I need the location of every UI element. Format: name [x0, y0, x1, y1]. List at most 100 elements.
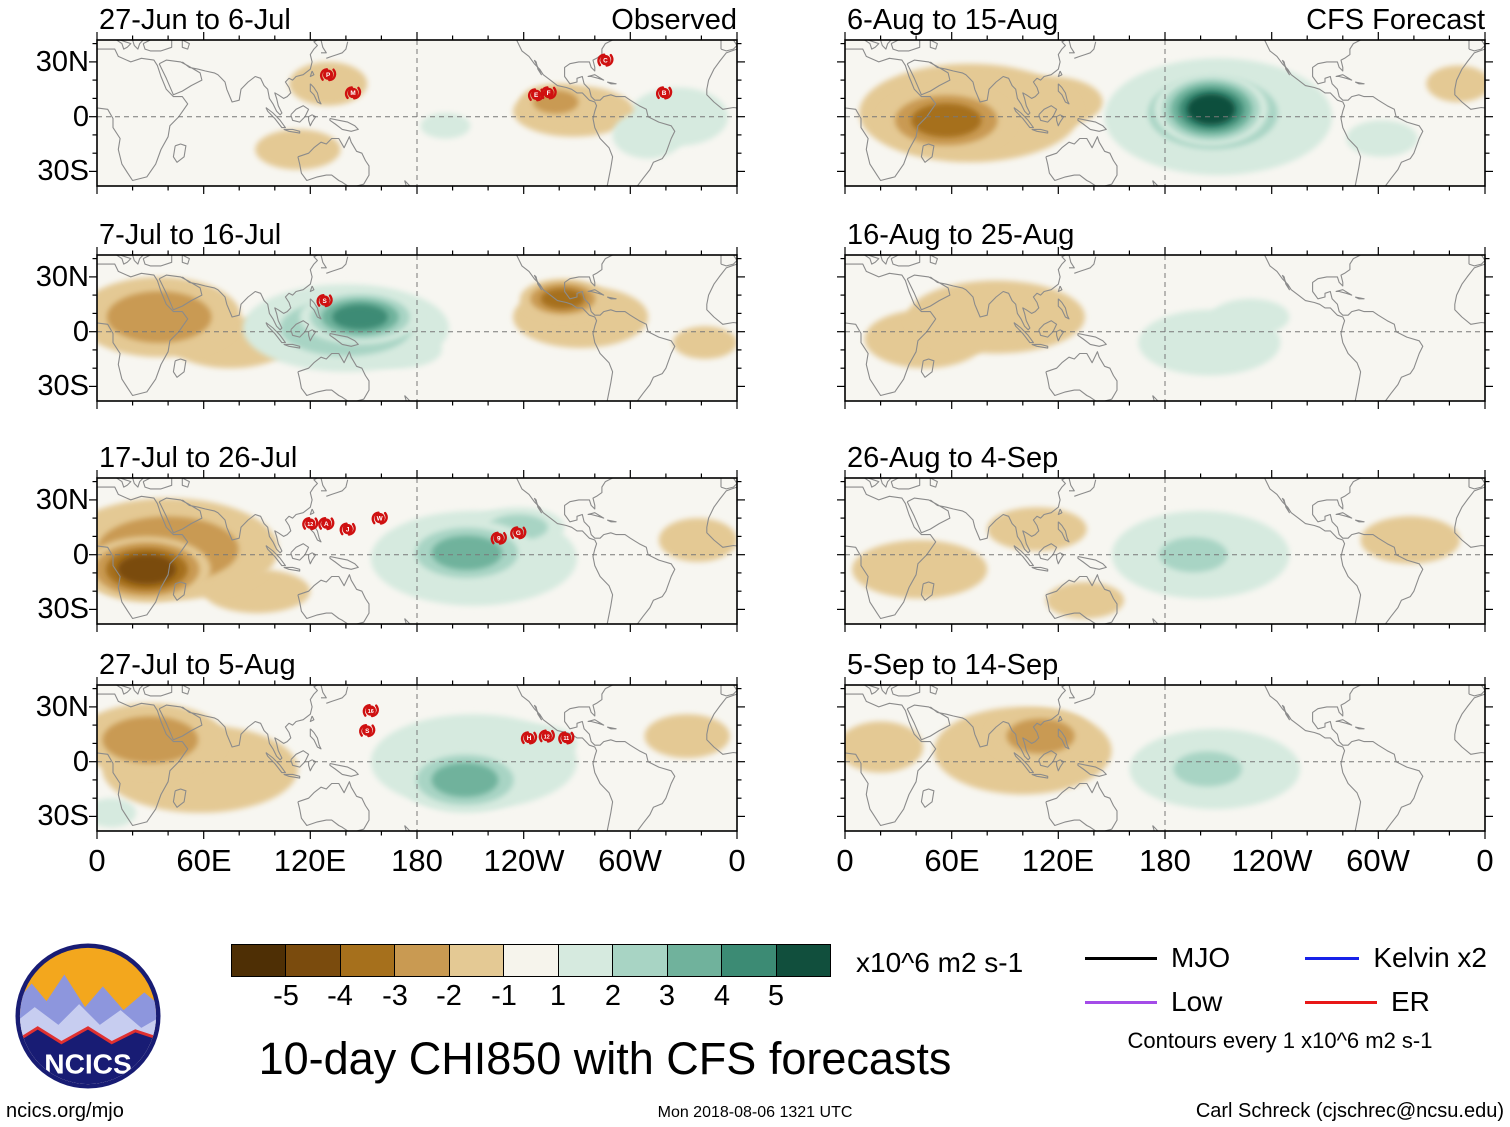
colorbar-cell	[232, 945, 287, 976]
map-panel-8: 5-Sep to 14-Sep	[837, 649, 1493, 839]
map-svg	[837, 247, 1493, 409]
colorbar-cell	[613, 945, 668, 976]
cyclone-dot	[513, 527, 524, 538]
y-axis-label: 0	[72, 746, 89, 778]
footer-timestamp: Mon 2018-08-06 1321 UTC	[657, 1104, 853, 1121]
x-axis-label: 60W	[1346, 843, 1410, 878]
cyclone-label: G	[516, 530, 521, 537]
x-axis-label: 0	[728, 843, 746, 878]
cyclone-label: C	[603, 57, 608, 64]
cyclone-marker: C	[597, 53, 614, 67]
panel-title: 5-Sep to 14-Sep	[847, 649, 1059, 681]
map-svg	[837, 470, 1493, 632]
cyclone-marker: A	[318, 516, 335, 531]
colorbar-tick-label: 4	[713, 980, 731, 1012]
coastlines	[97, 255, 737, 401]
y-axis-label: 30N	[35, 261, 89, 293]
coastlines	[97, 685, 737, 831]
cyclone-marker: B	[655, 86, 673, 100]
cyclone-label: S	[322, 298, 327, 305]
colorbar-tick-label: -4	[327, 980, 353, 1012]
colorbar-cell	[340, 945, 396, 976]
cyclone-marker: M	[344, 86, 362, 100]
legend-line	[1085, 956, 1157, 960]
cyclone-label: F	[547, 90, 551, 97]
cyclone-label: 9	[497, 535, 501, 542]
map-svg	[837, 32, 1493, 194]
y-axis-label: 30N	[35, 484, 89, 516]
cyclone-dot	[365, 705, 376, 716]
cyclone-marker: S	[316, 293, 333, 308]
x-axis-label: 0	[836, 843, 854, 878]
cyclone-marker: H	[520, 731, 538, 745]
cyclone-dot	[600, 54, 611, 66]
map-panel-4: 16 S H 12 11 27-Jul to 5-Aug 30N 0 30S	[36, 649, 745, 839]
panel-corner-label: Observed	[611, 4, 737, 36]
cyclone-label: W	[377, 515, 384, 522]
coastlines	[845, 255, 1485, 401]
cyclone-dot	[493, 533, 504, 544]
cyclone-marker: 12	[302, 516, 319, 531]
panel-title: 6-Aug to 15-Aug	[847, 4, 1059, 36]
colorbar-tick-label: -5	[273, 980, 299, 1012]
cyclone-dot	[322, 69, 334, 80]
coastlines	[845, 40, 1485, 186]
x-axis-label: 120W	[1231, 843, 1313, 878]
cyclone-dot	[321, 518, 332, 529]
map-svg: 16 S H 12 11	[89, 677, 745, 839]
x-axis-label: 180	[1139, 843, 1191, 878]
cyclone-dot	[561, 732, 572, 744]
cyclone-dot	[530, 89, 542, 100]
colorbar-cell	[395, 945, 450, 976]
cyclone-label: J	[346, 526, 350, 533]
y-axis-label: 0	[72, 539, 89, 571]
legend-item-mjo: MJO	[1085, 942, 1305, 974]
logo-text: NCICS	[44, 1049, 131, 1080]
legend-item-er: ER	[1305, 986, 1487, 1018]
cyclone-label: E	[534, 92, 539, 99]
logo-ridge-line	[19, 1026, 157, 1045]
map-panel-5: 6-Aug to 15-Aug CFS Forecast	[837, 4, 1493, 194]
y-axis-label: 30S	[37, 593, 89, 625]
cyclone-label: 11	[563, 736, 569, 742]
cyclone-marker: 16	[362, 704, 379, 718]
map-panel-2: S 7-Jul to 16-Jul 30N 0 30S	[36, 219, 745, 409]
colorbar-cell	[722, 945, 777, 976]
panel-title: 27-Jul to 5-Aug	[99, 649, 296, 681]
y-axis-label: 30S	[37, 370, 89, 402]
legend-label: Kelvin x2	[1373, 942, 1487, 973]
cyclone-marker: F	[540, 86, 557, 100]
cyclone-marker: 12	[538, 729, 555, 743]
y-axis-label: 30N	[35, 691, 89, 723]
y-axis-label: 30S	[37, 155, 89, 187]
cyclone-marker: J	[339, 522, 356, 536]
cyclone-marker: S	[359, 723, 376, 738]
colorbar-cell	[776, 945, 830, 976]
colorbar-cell	[558, 945, 614, 976]
legend-note: Contours every 1 x10^6 m2 s-1	[1127, 1028, 1433, 1053]
colorbar-cell	[286, 945, 341, 976]
panel-title: 26-Aug to 4-Sep	[847, 442, 1059, 474]
colorbar-tick-label: 1	[549, 980, 567, 1012]
legend-line	[1305, 956, 1360, 960]
colorbar-tick-label: 3	[658, 980, 676, 1012]
colorbar-tick-label: 2	[604, 980, 622, 1012]
cyclone-dot	[541, 730, 552, 742]
coastlines	[97, 40, 737, 186]
colorbar-tick-label: -1	[491, 980, 517, 1012]
x-axis-label: 60E	[176, 843, 232, 878]
panel-corner-label: CFS Forecast	[1306, 4, 1485, 36]
cyclone-label: H	[527, 735, 532, 742]
panel-title: 16-Aug to 25-Aug	[847, 219, 1075, 251]
cyclone-label: P	[326, 72, 331, 79]
panel-title: 17-Jul to 26-Jul	[99, 442, 298, 474]
x-axis-label: 120W	[483, 843, 565, 878]
cyclone-marker: W	[371, 511, 388, 525]
cyclone-dot	[543, 87, 554, 99]
x-axis-label: 180	[391, 843, 443, 878]
cyclone-label: S	[365, 728, 370, 735]
ncics-logo: NCICS	[15, 943, 161, 1089]
coastlines	[845, 478, 1485, 624]
y-axis-label: 0	[72, 101, 89, 133]
panel-title: 7-Jul to 16-Jul	[99, 219, 282, 251]
